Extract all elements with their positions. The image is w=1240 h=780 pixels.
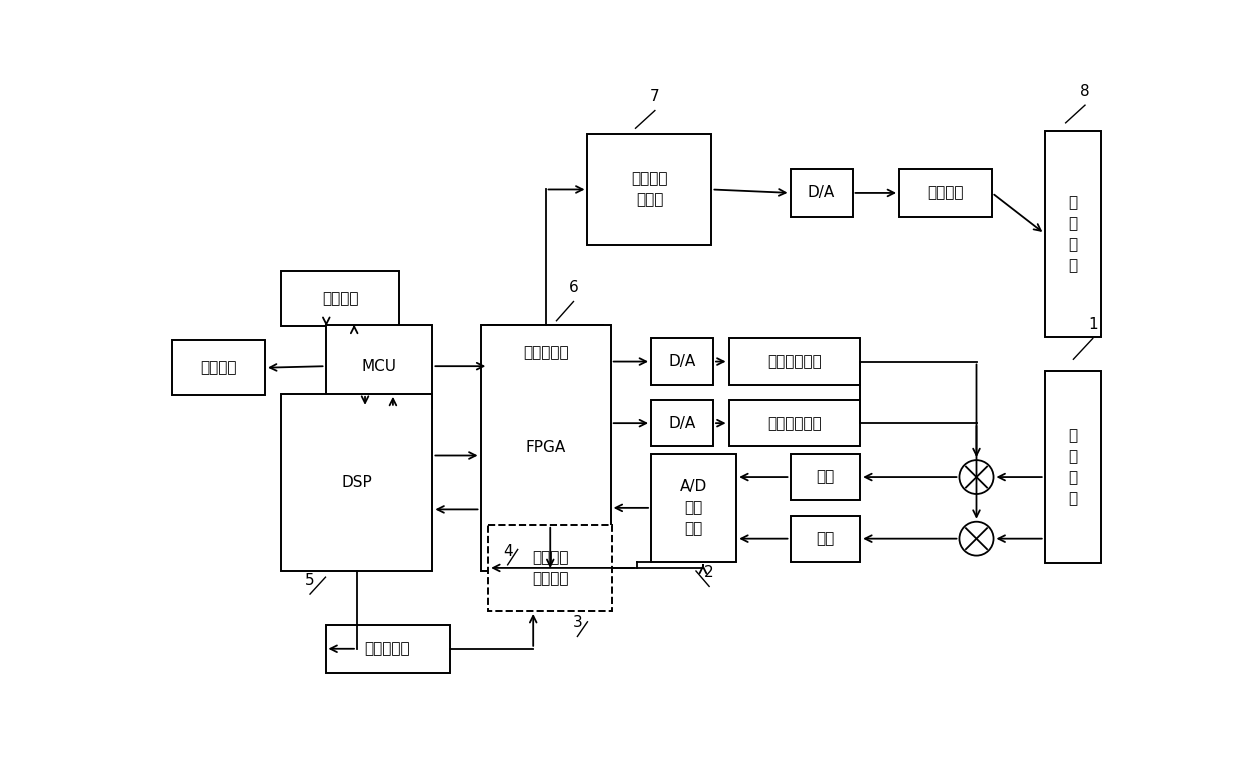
Bar [489, 324, 603, 380]
Bar [791, 454, 861, 500]
Text: 5: 5 [305, 573, 315, 588]
Bar [651, 339, 713, 385]
Bar [791, 516, 861, 562]
Bar [325, 324, 433, 408]
Text: 6: 6 [569, 280, 578, 296]
Bar [1044, 130, 1101, 337]
Text: 电机控制: 电机控制 [201, 360, 237, 375]
Text: 4: 4 [502, 544, 512, 558]
Bar [281, 394, 433, 571]
Bar [791, 169, 853, 217]
Text: 解调基准信号: 解调基准信号 [768, 416, 822, 431]
Bar [325, 625, 449, 672]
Text: 报警与排除: 报警与排除 [523, 345, 568, 360]
Text: 3: 3 [573, 615, 583, 630]
Text: 7: 7 [650, 90, 660, 105]
Text: 发
射
电
路: 发 射 电 路 [1068, 195, 1078, 273]
Bar [1044, 370, 1101, 563]
Bar [651, 454, 737, 562]
Text: D/A: D/A [668, 416, 696, 431]
Text: DSP: DSP [341, 475, 372, 490]
Bar [729, 400, 861, 446]
Bar [281, 271, 399, 326]
Text: 隔离放大: 隔离放大 [928, 186, 963, 200]
Bar [651, 400, 713, 446]
Text: FPGA: FPGA [526, 440, 565, 456]
Text: A/D
采样
电路: A/D 采样 电路 [680, 480, 707, 537]
Text: 实时相位
计算模块: 实时相位 计算模块 [532, 550, 568, 586]
Text: 人机对话: 人机对话 [322, 291, 358, 306]
Text: D/A: D/A [808, 186, 835, 200]
Text: 接
收
电
路: 接 收 电 路 [1068, 428, 1078, 506]
Bar [489, 525, 613, 611]
Bar [481, 324, 611, 571]
Text: 滤波: 滤波 [816, 470, 835, 484]
Text: 8: 8 [1080, 84, 1090, 99]
Bar [588, 133, 712, 245]
Text: 滤波: 滤波 [816, 531, 835, 546]
Bar [172, 340, 265, 395]
Text: D/A: D/A [668, 354, 696, 369]
Text: 相位跟踪
控制器: 相位跟踪 控制器 [631, 172, 667, 207]
Bar [729, 339, 861, 385]
Bar [899, 169, 992, 217]
Text: MCU: MCU [362, 359, 397, 374]
Text: 2: 2 [704, 566, 714, 580]
Text: 解调基准信号: 解调基准信号 [768, 354, 822, 369]
Text: 1: 1 [1087, 317, 1097, 332]
Text: 灵敏度调节: 灵敏度调节 [365, 641, 410, 656]
